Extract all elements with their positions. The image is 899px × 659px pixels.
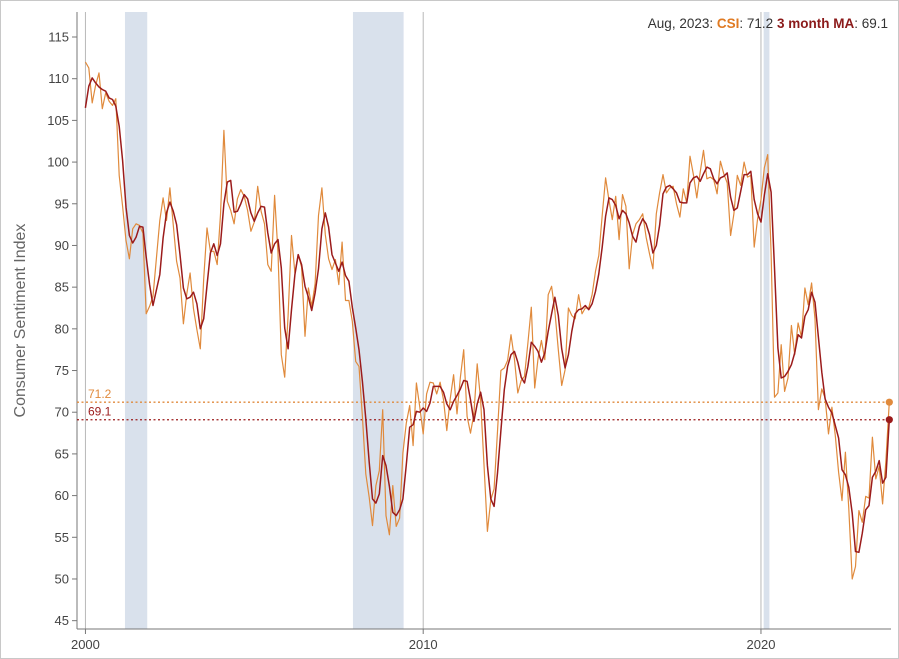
series-line-1[interactable] bbox=[84, 77, 891, 554]
year-guide-lines bbox=[84, 12, 762, 629]
legend-ma-value: 69.1 bbox=[862, 16, 888, 31]
reference-label-0: 71.2 bbox=[88, 387, 112, 401]
x-tick-label-2000: 2000 bbox=[71, 637, 100, 652]
recession-band-1 bbox=[352, 12, 404, 629]
y-tick-label-75: 75 bbox=[55, 363, 69, 378]
recession-band-0 bbox=[124, 12, 148, 629]
y-tick-label-85: 85 bbox=[55, 280, 69, 295]
y-tick-label-115: 115 bbox=[48, 30, 69, 45]
legend-csi-label: CSI bbox=[717, 16, 740, 31]
x-tick-label-2020: 2020 bbox=[747, 637, 776, 652]
y-tick-label-105: 105 bbox=[47, 113, 69, 128]
x-tick-labels: 2000 2010 2020 bbox=[71, 629, 775, 652]
series-endpoint-0 bbox=[885, 398, 893, 406]
legend-sep-3: : bbox=[854, 16, 862, 31]
y-tick-label-95: 95 bbox=[55, 196, 69, 211]
recession-band-2 bbox=[763, 12, 770, 629]
legend-sep-1: : bbox=[709, 16, 717, 31]
legend-readout: Aug, 2023: CSI: 71.2 3 month MA: 69.1 bbox=[648, 16, 888, 31]
y-tick-label-70: 70 bbox=[55, 405, 69, 420]
y-tick-label-60: 60 bbox=[55, 488, 69, 503]
y-tick-label-55: 55 bbox=[55, 530, 69, 545]
y-axis-label: Consumer Sentiment Index bbox=[12, 224, 29, 418]
series-lines[interactable] bbox=[84, 61, 891, 580]
y-tick-label-110: 110 bbox=[48, 71, 69, 86]
reference-label-1: 69.1 bbox=[88, 405, 112, 419]
y-tick-label-90: 90 bbox=[55, 238, 69, 253]
y-tick-label-100: 100 bbox=[47, 155, 69, 170]
series-endpoints bbox=[885, 398, 893, 424]
series-line-0[interactable] bbox=[84, 61, 890, 580]
axes bbox=[76, 12, 891, 630]
legend-date: Aug, 2023 bbox=[648, 16, 710, 31]
y-tick-label-65: 65 bbox=[55, 446, 69, 461]
y-tick-label-50: 50 bbox=[55, 571, 69, 586]
y-tick-labels: 45 50 55 60 65 70 75 80 85 90 95 100 105 110 115 bbox=[47, 30, 77, 628]
recession-bands bbox=[124, 12, 770, 629]
series-endpoint-1 bbox=[885, 416, 893, 424]
legend-ma-label: 3 month MA bbox=[777, 16, 854, 31]
legend-csi-value: 71.2 bbox=[747, 16, 773, 31]
y-tick-label-45: 45 bbox=[55, 613, 69, 628]
y-tick-label-80: 80 bbox=[55, 321, 69, 336]
legend-sep-2: : bbox=[739, 16, 747, 31]
x-tick-label-2010: 2010 bbox=[409, 637, 438, 652]
